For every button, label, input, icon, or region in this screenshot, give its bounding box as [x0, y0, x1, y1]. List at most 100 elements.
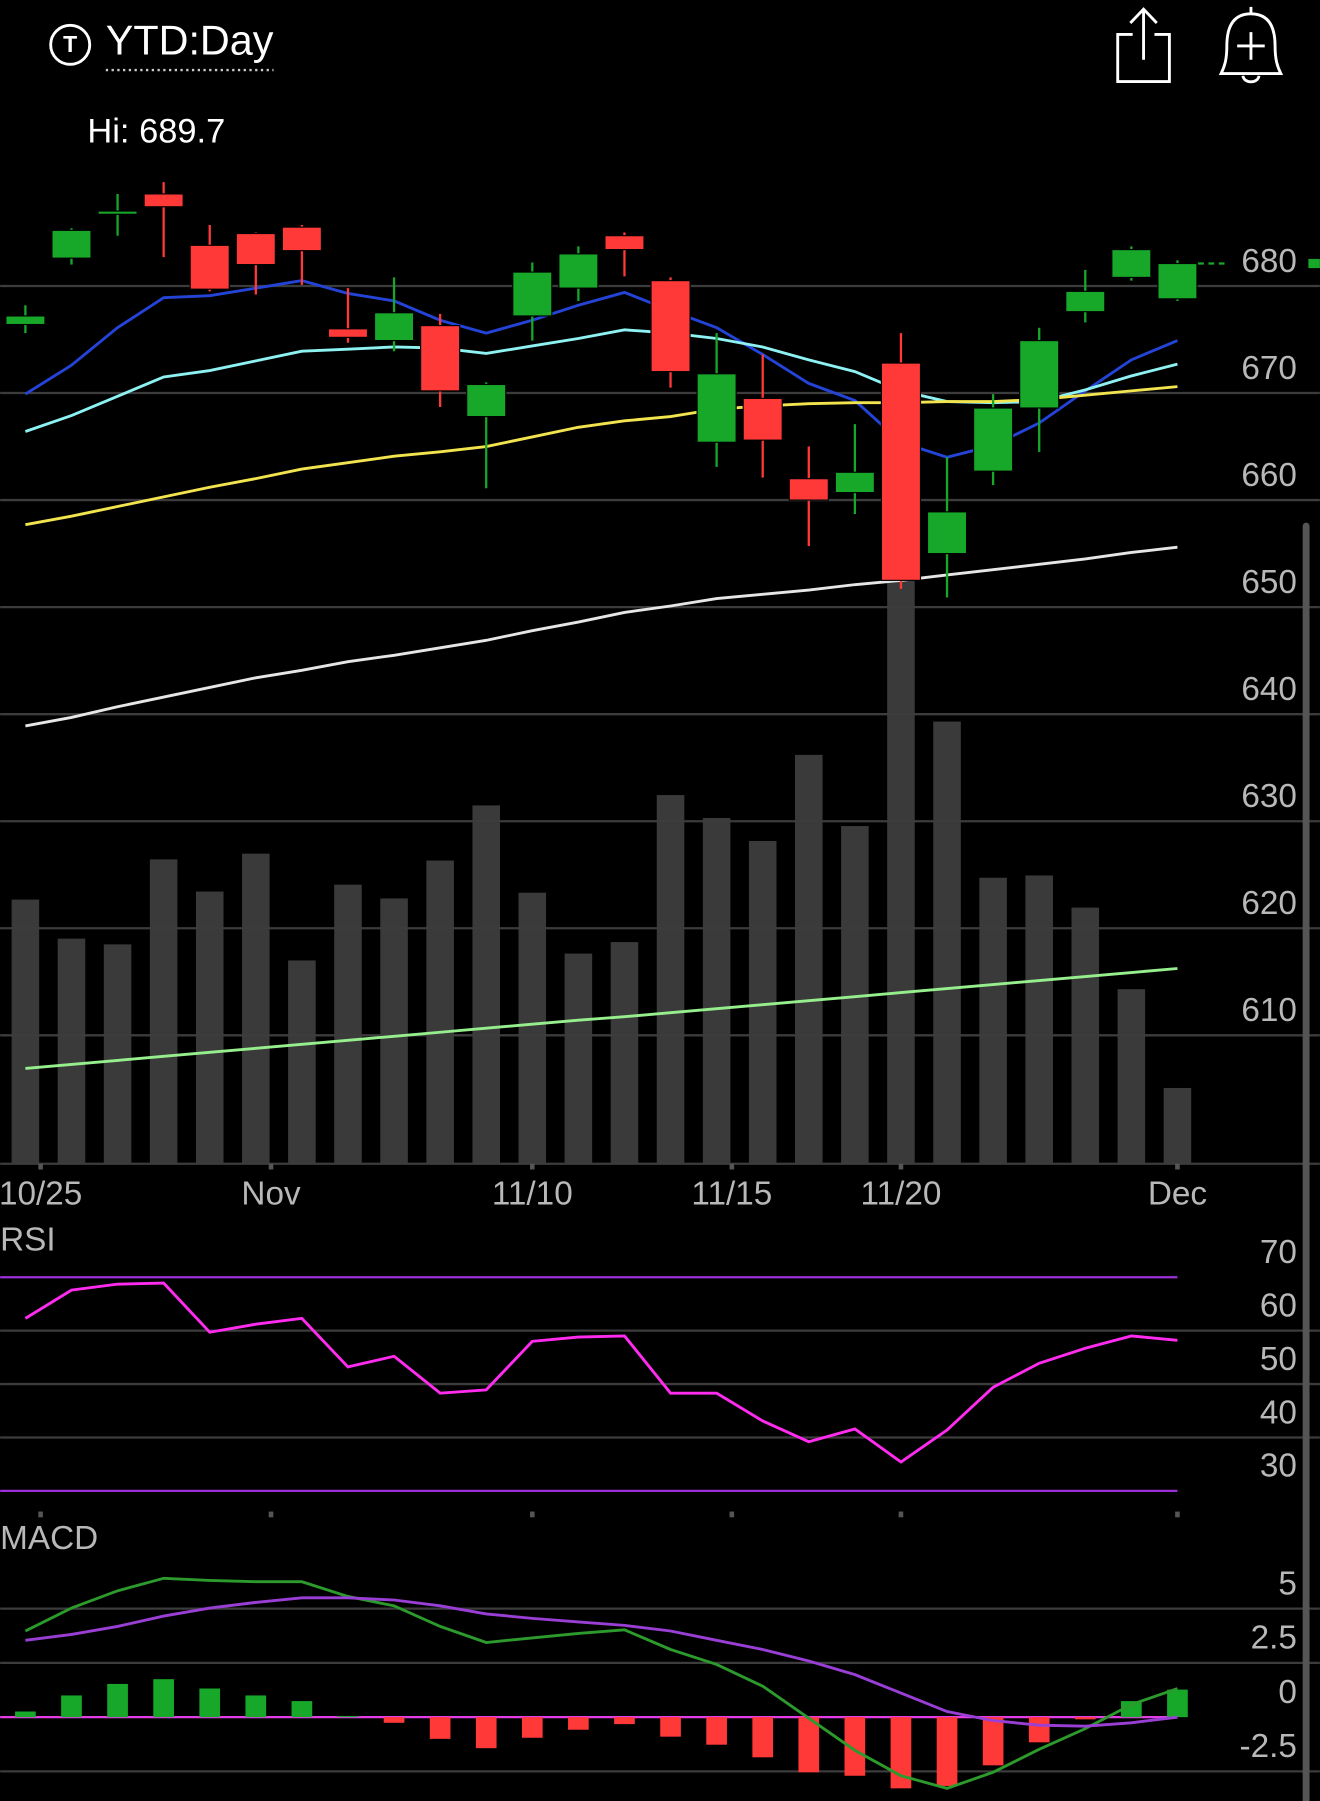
- histogram-bar: [936, 1717, 958, 1786]
- y-tick-label: 5: [1278, 1565, 1297, 1602]
- timeframe-button[interactable]: T YTD:Day: [49, 18, 274, 72]
- share-arrow: [1129, 7, 1158, 60]
- histogram-bar: [521, 1717, 543, 1738]
- macd-line: [24, 1576, 1178, 1790]
- candle-body: [327, 328, 369, 338]
- volume-bar: [518, 892, 547, 1164]
- volume-average-line: [25, 967, 1178, 1070]
- moving-average-line: [25, 545, 1178, 728]
- y-tick-label: 670: [1241, 350, 1297, 387]
- histogram-bar: [61, 1695, 82, 1718]
- histogram-bar: [475, 1717, 497, 1749]
- volume-bar: [380, 898, 408, 1164]
- share-box: [1116, 33, 1171, 83]
- y-tick-label: 620: [1241, 885, 1297, 922]
- histogram-bar: [798, 1717, 820, 1773]
- y-tick-label: 70: [1260, 1234, 1297, 1271]
- macd-line: [25, 1596, 1178, 1728]
- candle-body: [5, 315, 46, 326]
- volume-bar: [242, 853, 270, 1164]
- x-tick-label: Dec: [1148, 1175, 1207, 1212]
- symbol-icon-letter: T: [63, 31, 77, 57]
- histogram-bar: [429, 1717, 451, 1739]
- candle-body: [696, 373, 737, 443]
- volume-bar: [933, 721, 961, 1164]
- volume-bar: [149, 859, 178, 1164]
- volume-bar: [702, 818, 731, 1164]
- y-tick-label: 2.5: [1251, 1620, 1297, 1657]
- x-tick-label: Nov: [241, 1175, 301, 1212]
- alert-button[interactable]: [1218, 6, 1284, 84]
- histogram-bar: [614, 1717, 635, 1725]
- candle-body: [281, 226, 322, 252]
- y-tick-label: 0: [1278, 1674, 1297, 1711]
- histogram-bar: [706, 1717, 727, 1745]
- histogram-bar: [982, 1717, 1004, 1766]
- candle-body: [558, 253, 599, 289]
- histogram-bar: [1028, 1717, 1050, 1743]
- histogram-bar: [1074, 1717, 1096, 1720]
- bell-plus: [1237, 6, 1265, 60]
- histogram-bar: [245, 1695, 267, 1718]
- y-tick-label: 30: [1260, 1448, 1297, 1485]
- x-tick-label: 10/25: [0, 1175, 82, 1212]
- y-tick-label: 610: [1241, 992, 1297, 1029]
- candle-body: [512, 271, 553, 317]
- y-tick-label: 40: [1260, 1394, 1297, 1431]
- histogram-bar: [1121, 1701, 1142, 1718]
- histogram-bar: [15, 1711, 36, 1718]
- volume-bar: [1025, 875, 1053, 1164]
- candle-body: [1157, 262, 1198, 300]
- volume-bar: [564, 953, 593, 1164]
- y-tick-label: 650: [1241, 564, 1297, 601]
- histogram-bar: [291, 1701, 313, 1718]
- histogram-bar: [752, 1717, 774, 1758]
- moving-average-line: [25, 385, 1178, 527]
- histogram-bar: [660, 1717, 681, 1737]
- histogram-bar: [890, 1717, 912, 1789]
- candle-body: [466, 383, 507, 418]
- volume-bar: [103, 944, 132, 1164]
- last-price-marker: [1308, 258, 1320, 269]
- histogram-bar: [107, 1683, 128, 1718]
- y-tick-label: 60: [1260, 1287, 1297, 1324]
- candle-body: [1111, 249, 1152, 279]
- candle-body: [650, 280, 691, 373]
- volume-bar: [887, 580, 915, 1164]
- volume-bar: [979, 877, 1007, 1164]
- volume-bar: [288, 960, 316, 1164]
- bell-body: [1218, 12, 1284, 75]
- candle-body: [420, 325, 461, 392]
- x-tick-label: 11/15: [691, 1175, 772, 1212]
- volume-bar: [57, 938, 86, 1164]
- candle-body: [604, 235, 645, 251]
- share-button[interactable]: [1116, 7, 1171, 83]
- volume-bar: [1117, 989, 1146, 1164]
- histogram-bar: [1167, 1689, 1188, 1718]
- high-annotation: Hi: 689.7: [87, 112, 225, 150]
- y-tick-label: -2.5: [1240, 1728, 1297, 1765]
- rsi-title: RSI: [0, 1221, 56, 1258]
- volume-bar: [748, 841, 777, 1164]
- candle-body: [973, 407, 1014, 472]
- candle-body: [926, 511, 968, 555]
- macd-title: MACD: [0, 1520, 98, 1557]
- candle-body: [880, 362, 922, 581]
- volume-bar: [334, 884, 362, 1164]
- candle-body: [788, 478, 829, 501]
- volume-bar: [1163, 1087, 1192, 1164]
- y-tick-label: 640: [1241, 671, 1297, 708]
- volume-bar: [472, 805, 501, 1164]
- y-tick-label: 50: [1260, 1341, 1297, 1378]
- candle-body: [143, 193, 184, 208]
- y-tick-label: 680: [1241, 243, 1297, 280]
- volume-bar: [11, 899, 40, 1164]
- histogram-bar: [153, 1679, 174, 1718]
- candle-body: [1065, 290, 1106, 313]
- candle-body: [189, 244, 230, 290]
- bell-clapper: [1241, 75, 1261, 84]
- histogram-bar: [844, 1717, 866, 1776]
- timeframe-label: YTD:Day: [106, 18, 274, 64]
- candle-body: [51, 229, 92, 259]
